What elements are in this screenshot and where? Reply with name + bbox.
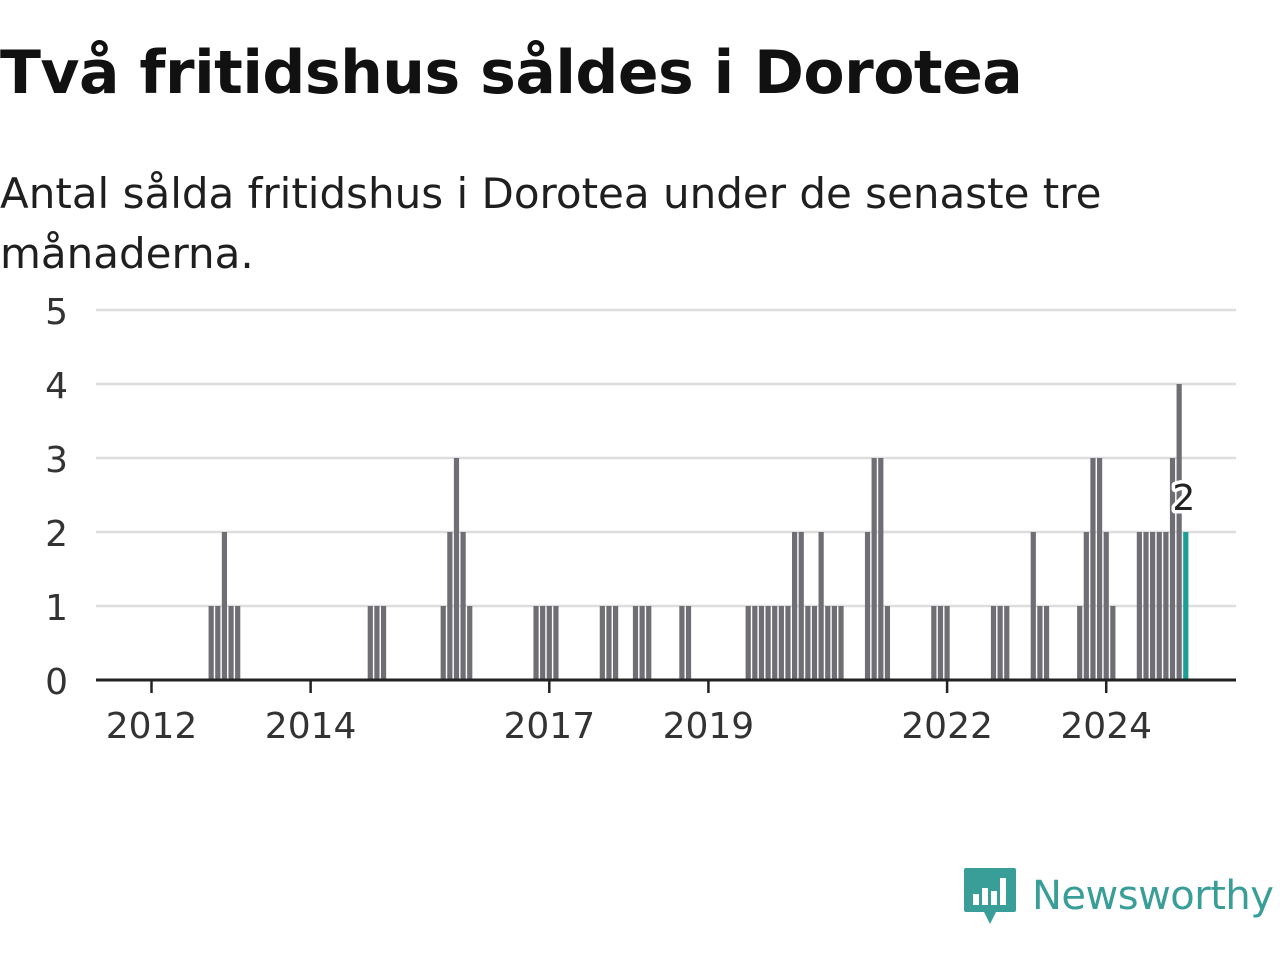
bar [632, 606, 639, 680]
bar [931, 606, 937, 680]
bars [208, 384, 1189, 680]
bar [533, 606, 539, 680]
bar [825, 606, 831, 680]
data-labels: 2 [1169, 475, 1199, 523]
bar [440, 606, 446, 680]
bar [447, 532, 453, 680]
bar [871, 458, 877, 680]
bar [467, 606, 473, 680]
bar [553, 606, 559, 680]
bar [818, 532, 824, 680]
bar [805, 606, 811, 680]
bar [546, 606, 552, 680]
brand-name: Newsworthy [1032, 873, 1274, 919]
bar [1083, 532, 1089, 680]
brand: Newsworthy [962, 864, 1274, 928]
bar [646, 606, 652, 680]
bar [1004, 606, 1010, 680]
bar [453, 458, 460, 680]
y-tick-label: 4 [45, 366, 68, 407]
bar [1037, 606, 1043, 680]
x-tick-label: 2022 [901, 706, 993, 747]
bar [380, 606, 387, 680]
bar [367, 606, 373, 680]
bar [1156, 532, 1162, 680]
bar [997, 606, 1003, 680]
bar [792, 532, 798, 680]
bar [374, 606, 380, 680]
bar [540, 606, 546, 680]
x-tick-label: 2017 [503, 706, 595, 747]
bar [215, 606, 221, 680]
bar [864, 532, 871, 680]
chart-subtitle: Antal sålda fritidshus i Dorotea under d… [0, 169, 1102, 278]
bar [1090, 458, 1096, 680]
bar [937, 606, 944, 680]
bar [235, 606, 241, 680]
bar [599, 606, 605, 680]
bar [679, 606, 685, 680]
bar [221, 532, 228, 680]
bar [752, 606, 758, 680]
y-tick-label: 3 [45, 440, 68, 481]
bar [1110, 606, 1116, 680]
bar [228, 606, 234, 680]
bar [639, 606, 645, 680]
highlight-value-label: 2 [1172, 478, 1195, 519]
bar [606, 606, 612, 680]
bar [460, 532, 466, 680]
x-tick-label: 2024 [1060, 706, 1152, 747]
x-tick-label: 2012 [106, 706, 198, 747]
y-tick-label: 5 [45, 292, 68, 333]
bar [685, 606, 692, 680]
bar [745, 606, 751, 680]
bar [778, 606, 784, 680]
bar [208, 606, 214, 680]
y-tick-label: 0 [45, 662, 68, 703]
bar [798, 532, 804, 680]
bar [884, 606, 891, 680]
bar [944, 606, 950, 680]
bar [1176, 384, 1182, 680]
bar [1043, 606, 1050, 680]
bar [1169, 458, 1176, 680]
x-tick-label: 2019 [663, 706, 755, 747]
bar [878, 458, 884, 680]
y-axis: 0 1 2 3 4 5 [45, 292, 68, 703]
bar-highlight [1183, 532, 1189, 680]
bar [1077, 606, 1083, 680]
bar [838, 606, 844, 680]
x-axis: 2012 2014 2017 2019 2022 2024 [96, 678, 1236, 747]
y-tick-label: 2 [45, 514, 68, 555]
x-tick-label: 2014 [265, 706, 357, 747]
bar [1150, 532, 1156, 680]
bar [1103, 532, 1109, 680]
gridlines [96, 308, 1236, 608]
bar [613, 606, 619, 680]
bar [765, 606, 771, 680]
bar [772, 606, 778, 680]
bar [1030, 532, 1036, 680]
bar [1143, 532, 1149, 680]
bar [1163, 532, 1169, 680]
bar [758, 606, 765, 680]
bar [990, 606, 997, 680]
bar [811, 606, 818, 680]
bar [1096, 458, 1103, 680]
y-tick-label: 1 [45, 588, 68, 629]
chart-title: Två fritidshus såldes i Dorotea [0, 38, 1023, 108]
bar [831, 606, 837, 680]
newsworthy-logo-icon [964, 868, 1016, 924]
bar [785, 606, 791, 680]
bar [1136, 532, 1142, 680]
